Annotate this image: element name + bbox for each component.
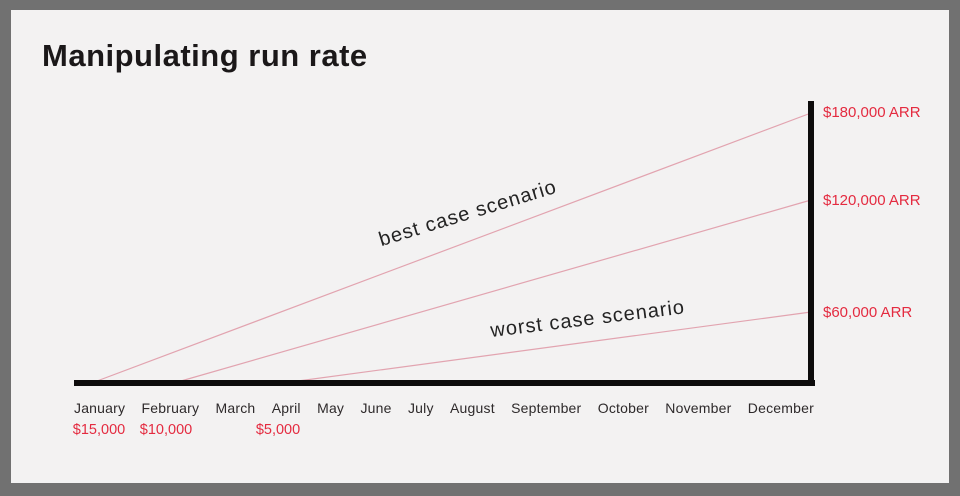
arr-label-60k: $60,000 ARR (823, 304, 913, 321)
x-tick-label-march: March (215, 400, 256, 416)
arr-label-120k: $120,000 ARR (823, 192, 921, 209)
x-tick-label-june: June (360, 400, 392, 416)
start-mrr-label-february: $10,000 (139, 422, 193, 438)
x-tick-label-february: February (141, 400, 200, 416)
x-tick-label-january: January (74, 400, 126, 416)
page-title: Manipulating run rate (42, 38, 368, 73)
start-mrr-label-january: $15,000 (72, 422, 126, 438)
x-tick-label-april: April (271, 400, 301, 416)
annotation-worst-case: worst case scenario (489, 296, 687, 343)
x-tick-label-november: November (665, 400, 732, 416)
x-tick-label-december: December (747, 400, 814, 416)
x-tick-label-september: September (511, 400, 582, 416)
x-tick-label-august: August (450, 400, 495, 416)
x-tick-label-july: July (407, 400, 434, 416)
arr-label-180k: $180,000 ARR (823, 104, 921, 121)
start-mrr-label-april: $5,000 (255, 422, 301, 438)
y-axis-line (808, 101, 814, 386)
x-axis-labels: January February March April May June July Augu… (74, 400, 814, 416)
x-axis-line (74, 380, 815, 386)
x-tick-label-may: May (317, 400, 345, 416)
series-line-1 (96, 112, 812, 382)
x-tick-label-october: October (597, 400, 649, 416)
annotation-best-case: best case scenario (376, 175, 560, 252)
series-line-2 (180, 199, 812, 382)
